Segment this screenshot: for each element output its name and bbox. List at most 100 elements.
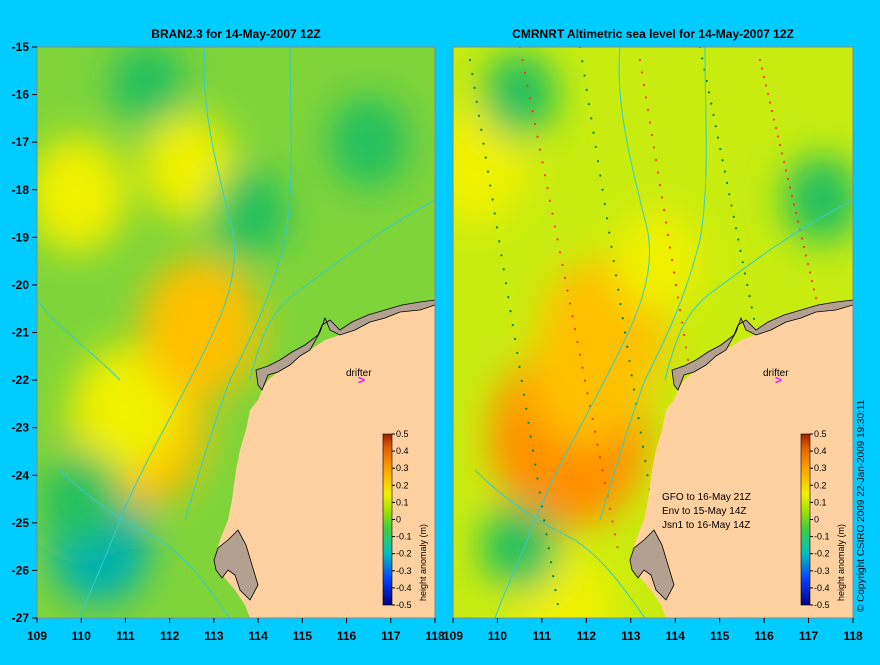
- track-dot: [545, 533, 548, 536]
- track-dot: [723, 170, 726, 173]
- track-dot: [748, 295, 751, 298]
- track-dot: [598, 456, 602, 459]
- track-dot: [658, 183, 662, 187]
- panel-title: BRAN2.3 for 14-May-2007 12Z: [151, 27, 320, 41]
- track-dot: [776, 135, 780, 138]
- track-dot: [571, 315, 574, 318]
- track-dot: [605, 217, 609, 220]
- track-dot: [603, 202, 606, 206]
- track-dot: [714, 125, 717, 128]
- track-dot: [599, 174, 602, 177]
- colorbar-tick-label: -0.3: [814, 566, 830, 576]
- track-dot: [796, 220, 800, 223]
- track-dot: [666, 233, 670, 237]
- track-dot: [680, 321, 684, 324]
- land-mass: [214, 305, 435, 618]
- track-dot: [752, 317, 756, 320]
- track-dot: [674, 283, 678, 287]
- track-dot: [670, 258, 674, 262]
- colorbar-tick-label: -0.2: [814, 549, 830, 559]
- track-dot: [770, 109, 774, 113]
- track-dot: [626, 345, 629, 348]
- track-dot: [556, 238, 559, 241]
- anomaly-blob: [328, 96, 409, 188]
- track-dot: [614, 274, 618, 277]
- track-dot: [546, 186, 549, 190]
- lat-tick-label: -27: [12, 611, 30, 625]
- lon-tick-label: 111: [533, 629, 552, 643]
- map-panel-bran: BRAN2.3 for 14-May-2007 12Z drifter > 0.…: [36, 27, 436, 619]
- track-dot: [568, 302, 572, 305]
- track-dot: [780, 152, 784, 155]
- track-dot: [642, 83, 646, 87]
- track-dot: [533, 122, 537, 126]
- track-dot: [509, 310, 512, 313]
- track-dot: [678, 308, 682, 312]
- anomaly-blob: [210, 169, 288, 258]
- colorbar-tick-label: 0.4: [814, 446, 827, 456]
- lon-tick-label: 116: [754, 629, 774, 643]
- track-dot: [603, 481, 607, 485]
- track-dot: [641, 445, 645, 448]
- track-dot: [511, 323, 514, 327]
- track-dot: [528, 97, 532, 100]
- track-dot: [552, 575, 555, 578]
- track-dot: [668, 246, 672, 249]
- track-dot: [790, 194, 794, 198]
- bathymetry-contours: [474, 47, 853, 618]
- lon-tick-label: 118: [843, 629, 863, 643]
- lon-tick-label: 110: [488, 629, 508, 643]
- track-dot: [611, 520, 614, 523]
- track-dot: [760, 67, 764, 70]
- track-dot: [495, 226, 499, 229]
- track-dot: [526, 84, 529, 87]
- track-dot: [587, 103, 591, 106]
- lat-tick-label: -25: [12, 516, 30, 530]
- colorbar-tick-label: 0.4: [396, 446, 409, 456]
- lat-tick-label: -15: [12, 40, 30, 54]
- track-dot: [601, 469, 604, 472]
- track-dot: [543, 519, 546, 522]
- track-dot: [772, 118, 776, 121]
- colorbar-tick-label: -0.5: [396, 600, 412, 610]
- track-dot: [581, 366, 584, 369]
- track-dot: [498, 240, 501, 243]
- track-dot: [518, 365, 521, 368]
- anomaly-blob: [40, 451, 123, 547]
- track-dot: [792, 203, 796, 206]
- anomaly-blob: [110, 47, 185, 128]
- track-dot: [491, 198, 494, 201]
- track-dot: [548, 199, 552, 202]
- track-dot: [554, 589, 557, 592]
- track-dot: [585, 88, 588, 91]
- track-dot: [596, 160, 600, 163]
- track-dot: [640, 71, 644, 74]
- track-dot: [500, 254, 503, 257]
- track-dot: [536, 135, 539, 138]
- track-dot: [608, 507, 612, 510]
- lon-tick-label: 112: [160, 629, 180, 643]
- colorbar-tick-label: -0.1: [396, 532, 412, 542]
- track-dot: [730, 204, 733, 207]
- lon-tick-label: 110: [72, 629, 92, 643]
- track-dot: [534, 463, 537, 466]
- track-dot: [638, 58, 642, 62]
- track-dot: [788, 186, 792, 189]
- drifter-marker-icon: >: [775, 373, 782, 387]
- track-dot: [621, 317, 624, 320]
- track-dot: [804, 254, 808, 257]
- anomaly-blob: [139, 257, 262, 398]
- track-dot: [774, 126, 778, 130]
- lat-tick-label: -22: [12, 373, 30, 387]
- anomaly-field: [37, 47, 409, 604]
- anomaly-blob: [481, 502, 559, 591]
- lat-tick-label: -16: [12, 88, 30, 102]
- track-dot: [739, 249, 742, 252]
- track-dot: [664, 221, 668, 224]
- anomaly-blob: [613, 210, 702, 312]
- track-dot: [593, 430, 597, 433]
- track-dot: [794, 211, 798, 215]
- track-dot: [541, 161, 544, 164]
- track-dot: [639, 431, 642, 434]
